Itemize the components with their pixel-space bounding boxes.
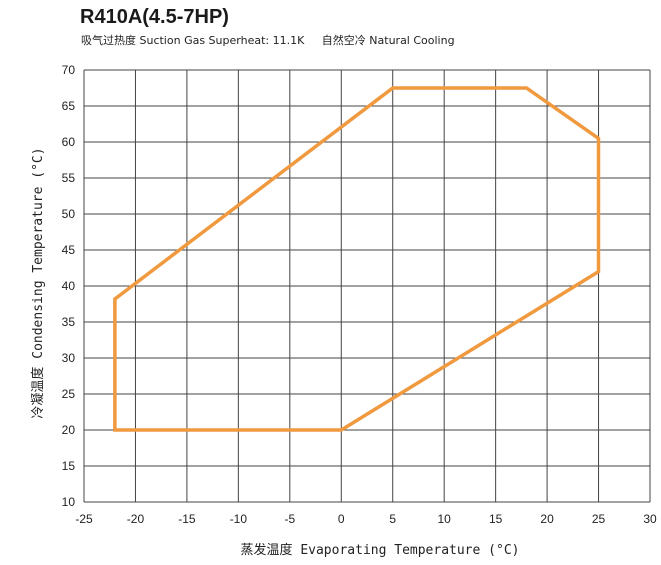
y-tick-label: 45 [62,243,76,257]
grid [83,69,651,503]
x-tick-label: -15 [178,512,196,526]
y-axis-label: 冷凝温度 Condensing Temperature (°C) [30,147,46,418]
superheat-label: 吸气过热度 Suction Gas Superheat: 11.1K [81,34,305,47]
y-tick-label: 15 [62,459,76,473]
y-tick-label: 35 [62,315,76,329]
x-tick-label: 20 [540,512,554,526]
x-tick-label: -25 [75,512,93,526]
y-tick-labels: 10 15 20 25 30 35 40 45 50 55 60 65 70 [62,63,76,509]
x-tick-label: 30 [643,512,657,526]
x-axis-label: 蒸发温度 Evaporating Temperature (°C) [241,542,520,558]
y-tick-label: 60 [62,135,76,149]
y-tick-label: 55 [62,171,76,185]
x-tick-label: 25 [592,512,606,526]
envelope-outline [113,86,601,432]
y-tick-label: 25 [62,387,76,401]
y-tick-label: 30 [62,351,76,365]
x-tick-label: -20 [127,512,145,526]
y-tick-label: 20 [62,423,76,437]
y-tick-label: 40 [62,279,76,293]
x-tick-label: 0 [338,512,345,526]
x-tick-label: -10 [230,512,248,526]
chart-title: R410A(4.5-7HP) [80,6,229,28]
chart-subtitle: 吸气过热度 Suction Gas Superheat: 11.1K 自然空冷 … [81,32,455,48]
y-tick-label: 70 [62,63,76,77]
y-tick-label: 65 [62,99,76,113]
y-tick-label: 10 [62,495,76,509]
x-tick-label: 15 [489,512,503,526]
cooling-label: 自然空冷 Natural Cooling [321,34,455,47]
x-tick-label: 10 [438,512,452,526]
y-tick-label: 50 [62,207,76,221]
x-tick-label: 5 [389,512,396,526]
series-layer [113,86,601,432]
x-tick-label: -5 [284,512,295,526]
x-tick-labels: -25 -20 -15 -10 -5 0 5 10 15 20 25 30 [75,512,657,526]
